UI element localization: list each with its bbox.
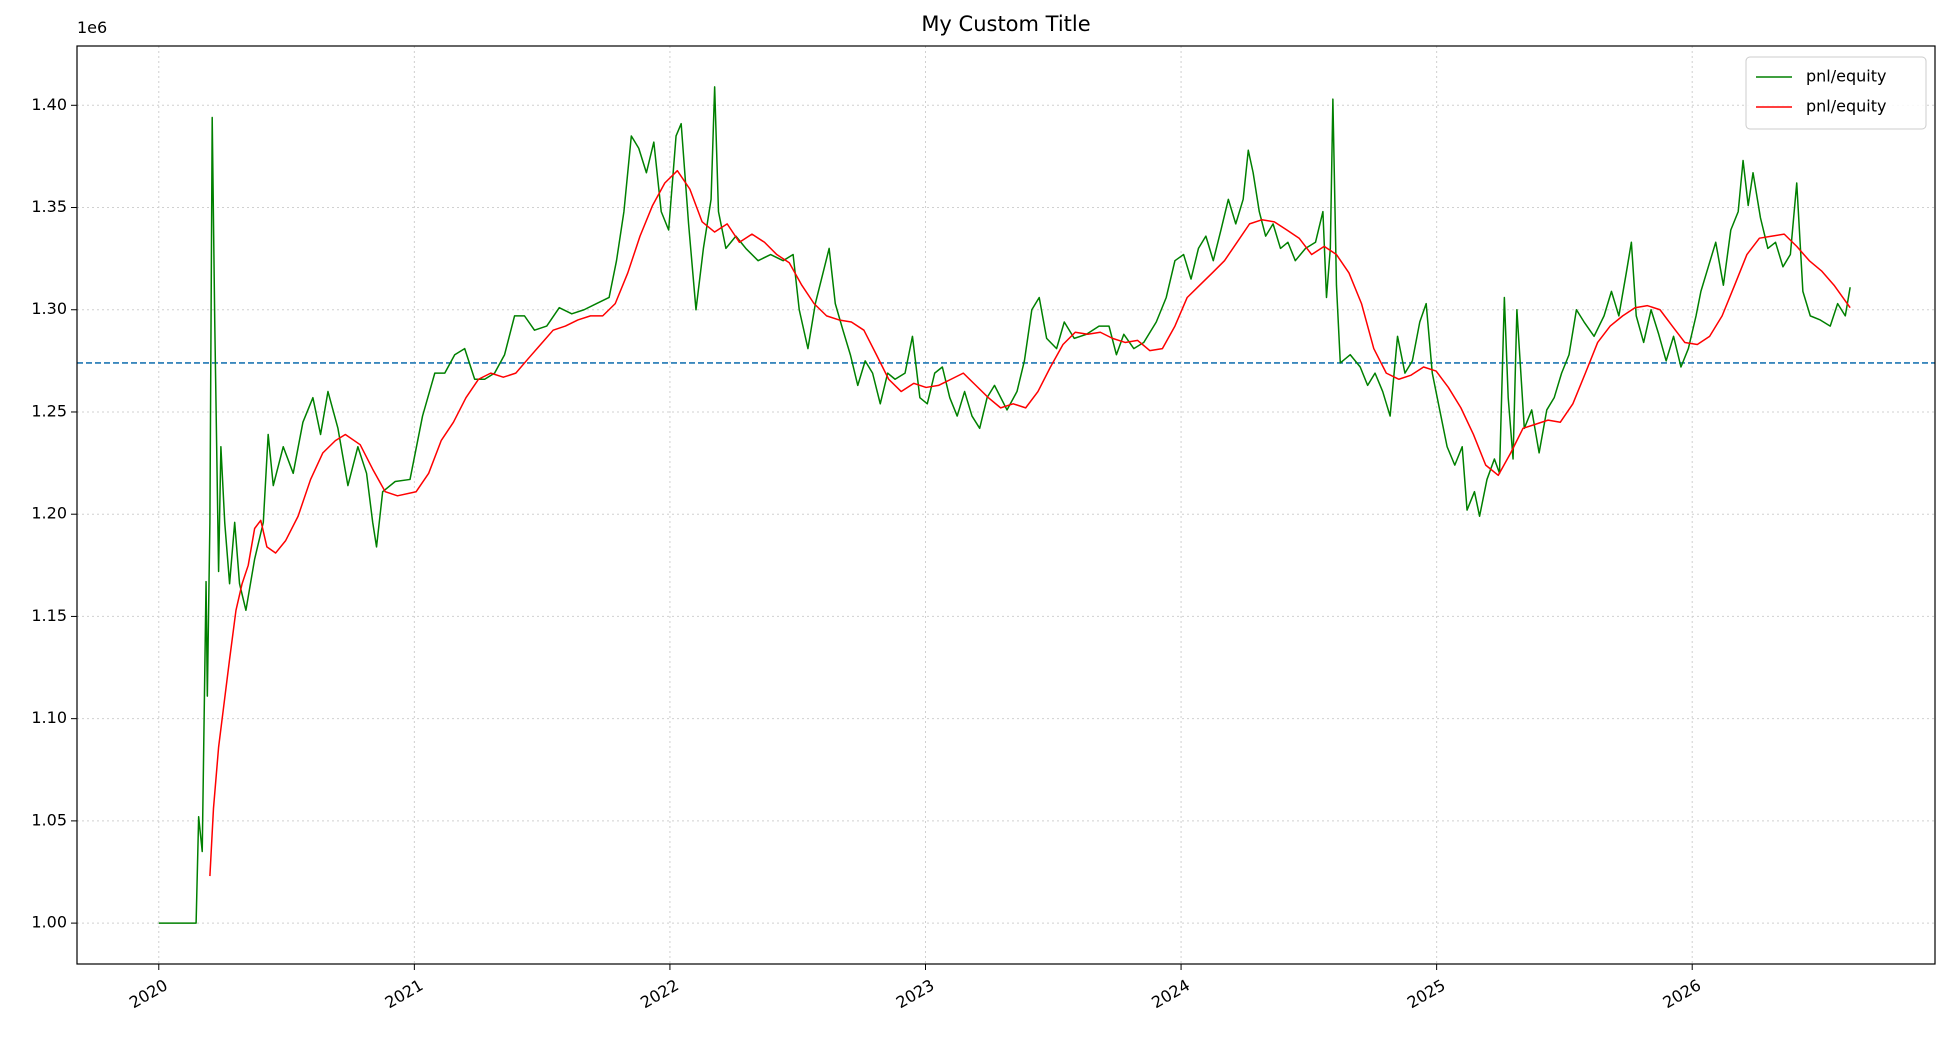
y-tick-label: 1.40 xyxy=(31,95,67,114)
y-tick-label: 1.30 xyxy=(31,299,67,318)
x-tick-label: 2023 xyxy=(893,975,938,1012)
y-tick-label: 1.10 xyxy=(31,708,67,727)
x-tick-label: 2026 xyxy=(1659,975,1704,1012)
x-tick-label: 2021 xyxy=(382,975,427,1012)
legend-label: pnl/equity xyxy=(1806,97,1886,116)
plot-frame xyxy=(76,45,1936,965)
y-tick-label: 1.00 xyxy=(31,913,67,932)
legend-label: pnl/equity xyxy=(1806,67,1886,86)
y-tick-label: 1.15 xyxy=(31,606,67,625)
legend: pnl/equity pnl/equity xyxy=(1745,56,1927,130)
y-tick-label: 1.05 xyxy=(31,810,67,829)
line-series xyxy=(158,86,1851,924)
x-tick-label: 2025 xyxy=(1404,975,1449,1012)
x-tick-label: 2022 xyxy=(637,975,682,1012)
chart-title: My Custom Title xyxy=(921,12,1090,36)
y-tick-label: 1.20 xyxy=(31,504,67,523)
x-tick-label: 2024 xyxy=(1148,975,1193,1012)
y-tick-label: 1.25 xyxy=(31,401,67,420)
y-offset-label: 1e6 xyxy=(77,18,107,37)
y-tick-label: 1.35 xyxy=(31,197,67,216)
x-tick-label: 2020 xyxy=(126,975,171,1012)
line-series xyxy=(209,169,1851,877)
legend-box xyxy=(1745,56,1927,130)
